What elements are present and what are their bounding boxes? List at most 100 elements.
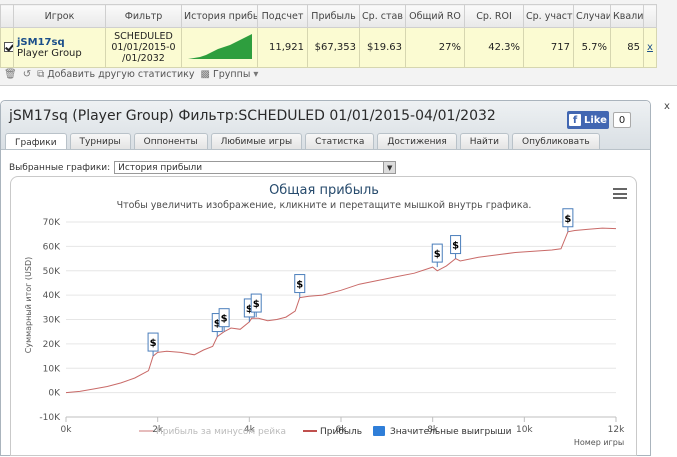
y-tick-label: 30K	[43, 316, 61, 326]
big-win-label: $	[150, 338, 157, 349]
groups-label: Группы	[212, 68, 251, 80]
chart-menu-icon[interactable]	[613, 188, 627, 199]
legend-item: Значительные выигрыши	[373, 426, 512, 437]
remove-cell: x	[643, 27, 657, 68]
trash-icon[interactable]: 🗑	[4, 68, 17, 80]
header-avg-stake[interactable]: Ср. став	[359, 4, 406, 28]
filter-cell: SCHEDULED 01/01/2015-0 /01/2032	[105, 27, 182, 68]
avg-entrants-cell: 717	[523, 27, 574, 68]
refresh-icon[interactable]: ↺	[22, 68, 32, 80]
stats-toolbar: 🗑 ↺ ⧉ Добавить другую статистику ▩ Групп…	[4, 66, 258, 82]
tab-publish[interactable]: Опубликовать	[511, 133, 600, 150]
row-checkbox-cell	[0, 27, 14, 68]
tab-search[interactable]: Найти	[459, 133, 509, 150]
y-tick-label: 50K	[43, 267, 61, 277]
panel-tabs: Графики Турниры Оппоненты Любимые игры С…	[5, 133, 600, 151]
chart-selector-row: Выбранные графики: История прибыли ▼	[9, 161, 397, 174]
avg-stake-cell: $19.63	[359, 27, 406, 68]
big-win-label: $	[452, 241, 459, 252]
profit-chart[interactable]: Общая прибыль Чтобы увеличить изображени…	[11, 177, 638, 457]
dropdown-arrow-icon: ▼	[383, 162, 396, 173]
stats-data-row[interactable]: jSM17sq Player Group SCHEDULED 01/01/201…	[0, 27, 657, 68]
big-win-label: $	[246, 304, 253, 315]
facebook-like-button[interactable]: f Like	[567, 111, 609, 129]
add-stat-icon: ⧉	[37, 68, 45, 80]
player-panel: jSM17sq (Player Group) Фильтр:SCHEDULED …	[0, 100, 651, 456]
stats-header-row: Игрок Фильтр История прибыль Подсчет При…	[0, 4, 657, 28]
row-checkbox[interactable]	[4, 42, 13, 52]
tab-statistics[interactable]: Статистка	[305, 133, 375, 150]
add-stat-label: Добавить другую статистику	[47, 68, 195, 80]
player-name-link[interactable]: jSM17sq	[17, 36, 65, 48]
header-profit[interactable]: Прибыль	[307, 4, 360, 28]
header-player[interactable]: Игрок	[13, 4, 106, 28]
facebook-icon: f	[569, 114, 581, 126]
big-win-label: $	[296, 280, 303, 291]
header-check	[0, 4, 14, 28]
big-win-label: $	[214, 319, 221, 330]
avg-roi-cell: 42.3%	[464, 27, 524, 68]
x-tick-label: 4k	[244, 425, 256, 435]
groups-dropdown[interactable]: ▩ Группы ▾	[201, 69, 259, 80]
tab-tournaments[interactable]: Турниры	[69, 133, 131, 150]
big-win-marker: $	[147, 332, 159, 357]
x-tick-label: 10k	[516, 425, 533, 435]
stats-area: Игрок Фильтр История прибыль Подсчет При…	[0, 0, 677, 86]
y-tick-label: 70K	[43, 218, 61, 228]
tab-achievements[interactable]: Достижения	[377, 133, 457, 150]
add-stat-button[interactable]: ⧉ Добавить другую статистику	[37, 69, 194, 80]
big-win-marker: $	[218, 308, 230, 332]
chevron-down-icon: ▾	[253, 68, 259, 80]
header-count[interactable]: Подсчет	[257, 4, 308, 28]
header-total-roi[interactable]: Общий RO	[405, 4, 465, 28]
panel-header: jSM17sq (Player Group) Фильтр:SCHEDULED …	[1, 101, 650, 151]
tab-favorite-games[interactable]: Любимые игры	[210, 133, 303, 150]
profit-series-line	[65, 227, 617, 394]
x-tick-label: 6k	[336, 425, 348, 435]
header-remove	[643, 4, 657, 28]
facebook-like: f Like 0	[567, 111, 631, 129]
big-wins-markers: $$ $$ $$$$$	[147, 208, 574, 357]
facebook-like-label: Like	[584, 114, 607, 126]
header-cases[interactable]: Случаи	[573, 4, 611, 28]
qualified-cell: 85	[610, 27, 644, 68]
cases-cell: 5.7%	[573, 27, 611, 68]
close-panel-icon[interactable]: x	[664, 101, 670, 112]
header-avg-roi[interactable]: Ср. ROI	[464, 4, 524, 28]
header-qualified[interactable]: Квалиф	[610, 4, 644, 28]
x-axis-ticks: 0k 2k 4k 6k 8k 10k 12k	[61, 417, 625, 435]
count-cell: 11,921	[257, 27, 308, 68]
filter-line-1: SCHEDULED	[114, 31, 173, 42]
remove-row-link[interactable]: x	[647, 42, 653, 53]
y-tick-label: -10K	[39, 413, 61, 423]
x-tick-label: 2k	[152, 425, 164, 435]
header-avg-entrants[interactable]: Ср. участ	[523, 4, 574, 28]
player-group: Player Group	[17, 47, 82, 59]
profit-sparkline	[187, 34, 252, 59]
chart-legend: Прибыль за минусом рейка Прибыль Значитель…	[139, 426, 512, 437]
filter-line-3: /01/2032	[122, 53, 165, 64]
big-win-label: $	[253, 299, 260, 310]
header-profit-history[interactable]: История прибыль	[181, 4, 258, 28]
big-win-marker: $	[431, 243, 443, 268]
chart-selector-value: История прибыли	[118, 162, 203, 173]
header-filter[interactable]: Фильтр	[105, 4, 182, 28]
y-axis-label: Суммарный итог (USD)	[24, 257, 33, 354]
filter-line-2: 01/01/2015-0	[111, 42, 176, 53]
tab-charts[interactable]: Графики	[5, 133, 67, 151]
total-roi-cell: 27%	[405, 27, 465, 68]
groups-icon: ▩	[200, 68, 210, 80]
x-tick-label: 0k	[61, 425, 73, 435]
x-tick-label: 12k	[608, 425, 625, 435]
big-win-marker: $	[250, 293, 262, 318]
y-tick-label: 10K	[43, 364, 61, 374]
tab-opponents[interactable]: Оппоненты	[133, 133, 208, 150]
x-tick-label: 8k	[427, 425, 439, 435]
chart-selector[interactable]: История прибыли ▼	[114, 161, 397, 174]
big-win-label: $	[221, 314, 228, 325]
y-tick-label: 0K	[48, 389, 61, 399]
big-win-label: $	[564, 214, 571, 225]
legend-label: Прибыль	[320, 427, 362, 437]
chart-container[interactable]: Общая прибыль Чтобы увеличить изображени…	[10, 176, 637, 456]
big-win-marker: $	[562, 208, 574, 232]
